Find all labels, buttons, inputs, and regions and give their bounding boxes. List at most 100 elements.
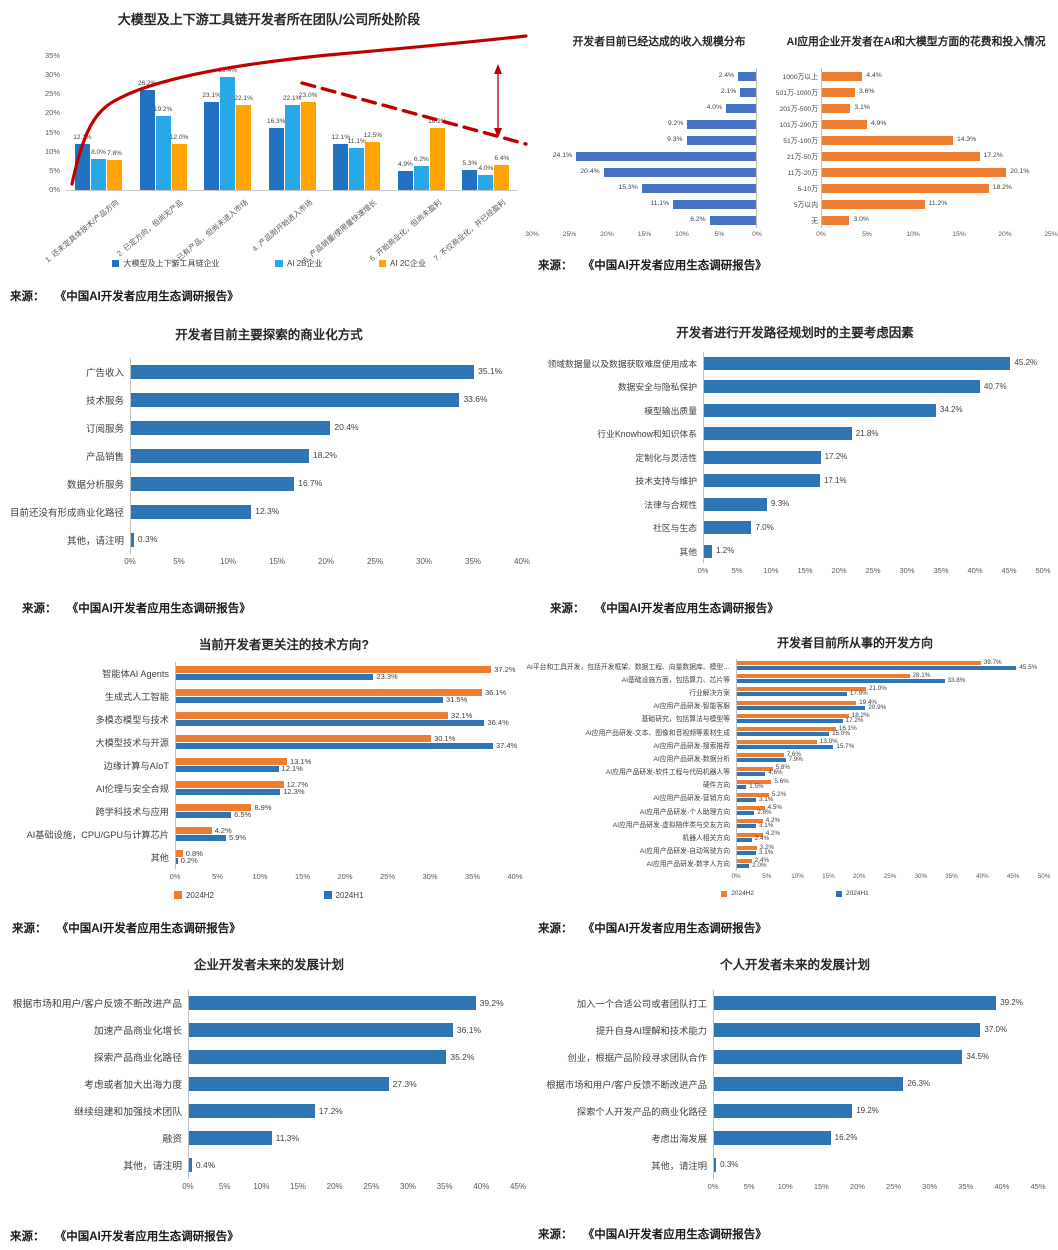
bar	[822, 103, 851, 113]
category-label: 数据分析服务	[66, 479, 124, 491]
bar	[737, 779, 772, 784]
category-label: 2. 已定方向，但尚无产品	[115, 197, 185, 259]
bars-plot: 39.2% 37.0% 34.5% 26.3% 19.2% 16.2% 0.3% 0% 5% 10…	[708, 989, 1046, 1193]
series-line: 5.6%	[737, 778, 1044, 784]
category-label: 大模型技术与开源	[95, 738, 170, 749]
value-label: 32.1%	[451, 710, 473, 720]
series-line: 1.5%	[737, 782, 1044, 790]
bar-row: 13.1% 12.1%	[176, 754, 515, 777]
category-label: 领域数据量以及数据获取难度使用成本	[547, 358, 697, 369]
bar	[737, 863, 750, 868]
axis-tick: 0%	[707, 1181, 719, 1191]
bar	[714, 1130, 831, 1146]
category-label: 硬件方向	[702, 782, 730, 790]
value-label: 6.4%	[494, 155, 510, 163]
category-label: 51万-100万	[783, 138, 818, 145]
value-label: 15.7%	[836, 743, 855, 751]
bar	[704, 403, 936, 417]
category-label: 模型输出质量	[644, 405, 697, 416]
chart-enterprise-plans: 企业开发者未来的发展计划 根据市场和用户/客户反馈不断改进产品 加速产品商业化增长…	[10, 950, 528, 1194]
bar-row: 18.2%	[131, 442, 522, 470]
bar	[131, 448, 309, 463]
category-label: AI应用产品研发-营销方向	[653, 795, 730, 803]
axis-tick: 25%	[886, 1181, 902, 1191]
bar	[176, 781, 284, 788]
value-label: 8.9%	[254, 802, 272, 812]
bar-row: 5.6% 1.5%	[737, 778, 1044, 791]
value-label: 2.0%	[752, 861, 767, 869]
value-label: 23.0%	[298, 91, 318, 99]
value-label: 21.8%	[855, 428, 879, 438]
value-label: 17.9%	[849, 690, 868, 698]
axis-tick: 5%	[862, 231, 872, 238]
bars-plot: 35.1% 33.6% 20.4% 18.2% 16.7% 12.3% 0.3% 0% 5% 10…	[124, 357, 530, 568]
legend-item: 大模型及上下游工具链企业	[111, 258, 219, 269]
bar-row: 21.0% 17.9%	[737, 685, 1044, 698]
series-line: 8.9%	[176, 804, 515, 811]
bar	[429, 127, 445, 190]
bar	[737, 727, 836, 732]
bar	[714, 1076, 904, 1092]
category-label: 目前还没有形成商业化路径	[9, 507, 124, 519]
legend-item: 2024H2	[174, 891, 214, 900]
value-label: 39.7%	[983, 658, 1002, 666]
bar	[131, 364, 475, 379]
series-line: 17.2%	[737, 717, 1044, 724]
y-axis-tick: 10%	[44, 146, 60, 156]
value-label: 1.5%	[749, 782, 764, 790]
bar	[737, 666, 1017, 671]
axis-tick: 45%	[1001, 566, 1017, 576]
axis-tick: 10%	[253, 1181, 270, 1191]
axis-tick: 5%	[173, 556, 185, 566]
axis-tick: 50%	[1037, 873, 1051, 880]
bar-row: 37.0%	[714, 1017, 1038, 1044]
bar	[822, 135, 953, 145]
axis-tick: 15%	[797, 566, 813, 576]
category-label: AI基础设施，CPU/GPU与计算芯片	[26, 830, 169, 841]
chart-monetization-body: 广告收入 技术服务 订阅服务 产品销售 数据分析服务 目前还没有形成商业化路径 其他，请注明…	[9, 357, 530, 568]
bars-plot: 39.7% 45.5% 28.1% 33.8% 21.0% 17.9% 19.4% 20.9%…	[731, 658, 1050, 884]
value-label: 4.9%	[870, 119, 887, 127]
legend-item: 2024H2	[721, 890, 754, 897]
bar-row: 11.2%	[822, 196, 1051, 212]
bar	[704, 450, 821, 464]
axis-tick: 30%	[422, 871, 438, 881]
series-line: 2.0%	[737, 861, 1044, 869]
category-label: 行业解决方案	[689, 689, 730, 697]
series-line: 20.9%	[737, 704, 1044, 710]
value-label: 6.5%	[234, 810, 252, 820]
axis-tick: 15%	[289, 1181, 307, 1191]
value-label: 9.3%	[667, 135, 683, 143]
category-label: 继续组建和加强技术团队	[74, 1107, 182, 1119]
bar-row: 4.4%	[822, 68, 1051, 84]
bar	[737, 797, 757, 802]
value-label: 2.8%	[757, 809, 772, 817]
axis-tick: 5%	[212, 871, 223, 881]
axis-tick: 30%	[914, 873, 928, 880]
axis-tick: 30%	[415, 556, 433, 566]
source-line: 来源： 《中国AI开发者应用生态调研报告》	[550, 600, 779, 616]
bar	[737, 837, 752, 842]
category-label: 5-10万	[797, 186, 818, 193]
value-label: 18.2%	[851, 711, 870, 719]
bar	[75, 143, 90, 190]
bar-row: 3.6%	[822, 84, 1051, 100]
bar-row: 11.1%	[532, 196, 756, 212]
category-label: 无	[811, 218, 818, 225]
bar-row: 39.2%	[189, 990, 518, 1017]
bar	[494, 165, 510, 190]
value-label: 5.3%	[462, 159, 478, 167]
value-label: 40.7%	[983, 381, 1007, 391]
bar-row: 1.2%	[704, 540, 1043, 564]
bar	[822, 199, 925, 209]
chart-title: 开发者进行开发路径规划时的主要考虑因素	[676, 326, 914, 340]
axis-tick: 0%	[124, 556, 136, 566]
value-label: 20.1%	[1010, 167, 1030, 175]
legend-item: AI 2B企业	[275, 258, 323, 269]
bar-row: 11.3%	[189, 1125, 518, 1152]
axis-tick: 20%	[831, 566, 847, 576]
value-label: 30.1%	[434, 733, 456, 743]
source-label: 来源：	[22, 603, 57, 615]
series-line: 5.9%	[176, 834, 515, 841]
bar-row: 0.3%	[714, 1152, 1038, 1179]
